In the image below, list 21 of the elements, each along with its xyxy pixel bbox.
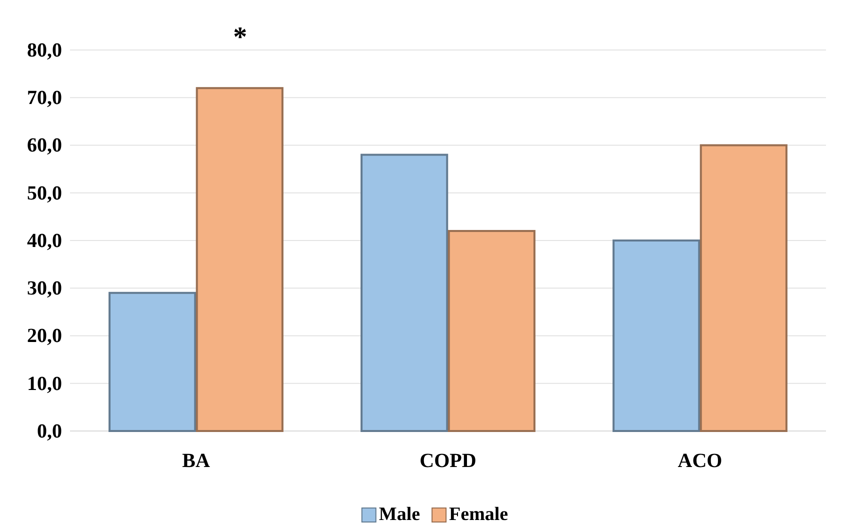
- bar: [108, 292, 196, 432]
- bar: [448, 230, 536, 432]
- y-tick-label: 0,0: [37, 420, 62, 442]
- bar: [612, 240, 700, 432]
- y-tick-label: 20,0: [27, 325, 62, 348]
- x-tick-label: ACO: [678, 450, 722, 472]
- y-tick-label: 80,0: [27, 39, 62, 62]
- bar: [196, 87, 284, 432]
- bar: [700, 144, 788, 432]
- legend-label: Male: [378, 504, 420, 525]
- bar: [360, 154, 448, 432]
- y-tick-label: 30,0: [27, 278, 62, 300]
- y-tick-label: 60,0: [27, 134, 62, 157]
- y-tick-label: 70,0: [27, 87, 62, 110]
- legend-label: Female: [449, 504, 508, 525]
- y-tick-label: 50,0: [27, 182, 62, 204]
- x-tick-label: COPD: [420, 450, 476, 472]
- x-tick-label: BA: [182, 450, 210, 472]
- y-tick-label: 40,0: [27, 230, 62, 252]
- annotation: *: [233, 22, 248, 53]
- y-tick-label: 10,0: [27, 372, 62, 395]
